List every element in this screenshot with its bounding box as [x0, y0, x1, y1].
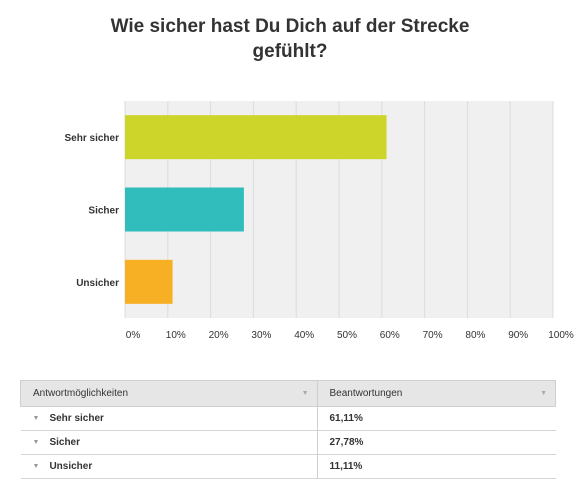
x-tick-label: 100% — [548, 330, 574, 341]
bar[interactable] — [125, 259, 173, 304]
bars — [125, 115, 387, 304]
row-value: 61,11% — [317, 406, 556, 431]
x-tick-label: 40% — [294, 330, 314, 341]
bar-chart: Sehr sicher Sicher Unsicher 0% 10% 20% 30% 40%… — [65, 101, 574, 341]
x-tick-label: 10% — [166, 330, 186, 341]
x-tick-label: 60% — [380, 330, 400, 341]
row-label: Sehr sicher — [49, 413, 104, 424]
chart-title: Wie sicher hast Du Dich auf der Strecke … — [60, 14, 520, 64]
x-tick-label: 0% — [126, 330, 141, 341]
category-label: Sicher — [88, 206, 119, 217]
sort-caret-icon: ▼ — [301, 390, 309, 397]
expand-caret-icon: ▼ — [32, 463, 40, 470]
header-answer-options-label: Antwortmöglichkeiten — [33, 388, 129, 399]
expand-caret-icon: ▼ — [32, 439, 40, 446]
x-tick-label: 30% — [251, 330, 271, 341]
x-tick-labels: 0% 10% 20% 30% 40% 50% 60% 70% 80% 90% 100% — [126, 330, 574, 341]
table-row: ▼ Sehr sicher 61,11% — [20, 406, 556, 431]
x-tick-label: 70% — [423, 330, 443, 341]
bar[interactable] — [125, 115, 387, 160]
category-label: Unsicher — [76, 278, 119, 289]
table-row: ▼ Sicher 27,78% — [20, 430, 556, 455]
header-responses-label: Beantwortungen — [329, 388, 403, 399]
row-value: 11,11% — [317, 454, 556, 479]
x-tick-label: 20% — [209, 330, 229, 341]
table-row: ▼ Unsicher 11,11% — [20, 454, 556, 479]
bar[interactable] — [125, 187, 244, 232]
x-tick-label: 80% — [465, 330, 485, 341]
chart-title-line-1: Wie sicher hast Du Dich auf der Strecke — [110, 16, 470, 37]
header-responses[interactable]: Beantwortungen ▼ — [316, 380, 556, 407]
row-label-cell[interactable]: ▼ Sehr sicher — [20, 406, 318, 431]
sort-caret-icon: ▼ — [540, 390, 547, 397]
expand-caret-icon: ▼ — [32, 415, 40, 422]
category-label: Sehr sicher — [65, 133, 120, 144]
category-labels: Sehr sicher Sicher Unsicher — [65, 133, 120, 289]
row-label-cell[interactable]: ▼ Sicher — [20, 430, 318, 455]
x-tick-label: 50% — [337, 330, 357, 341]
results-table: Antwortmöglichkeiten ▼ Beantwortungen ▼ … — [20, 380, 556, 479]
x-tick-label: 90% — [508, 330, 528, 341]
header-answer-options[interactable]: Antwortmöglichkeiten ▼ — [20, 380, 318, 407]
row-value: 27,78% — [317, 430, 556, 455]
chart-title-line-2: gefühlt? — [252, 41, 328, 62]
table-header-row: Antwortmöglichkeiten ▼ Beantwortungen ▼ — [20, 380, 556, 407]
row-label-cell[interactable]: ▼ Unsicher — [20, 454, 318, 479]
row-label: Sicher — [49, 437, 81, 448]
row-label: Unsicher — [49, 461, 93, 472]
